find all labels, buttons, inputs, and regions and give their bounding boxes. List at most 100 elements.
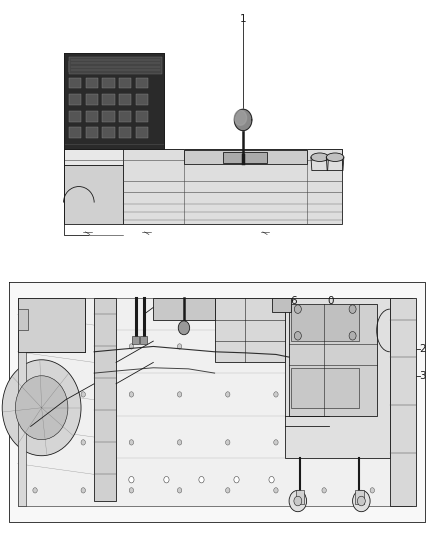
Circle shape	[129, 392, 134, 397]
Circle shape	[370, 344, 374, 349]
Circle shape	[2, 360, 81, 456]
Polygon shape	[291, 304, 359, 341]
Polygon shape	[215, 298, 285, 362]
Polygon shape	[153, 298, 215, 320]
Circle shape	[177, 392, 182, 397]
Polygon shape	[69, 127, 81, 138]
Polygon shape	[119, 78, 131, 88]
Circle shape	[370, 440, 374, 445]
Bar	[140, 336, 147, 344]
Polygon shape	[234, 109, 252, 131]
Polygon shape	[69, 94, 81, 105]
Circle shape	[33, 488, 37, 493]
Circle shape	[15, 376, 68, 440]
Polygon shape	[69, 61, 81, 72]
Polygon shape	[119, 61, 131, 72]
Polygon shape	[18, 298, 26, 506]
Circle shape	[129, 344, 134, 349]
Circle shape	[129, 488, 134, 493]
Ellipse shape	[311, 153, 328, 161]
Ellipse shape	[326, 153, 344, 161]
Circle shape	[234, 477, 239, 483]
Bar	[355, 490, 364, 504]
Circle shape	[81, 392, 85, 397]
Polygon shape	[86, 111, 98, 122]
Polygon shape	[86, 94, 98, 105]
Circle shape	[370, 392, 374, 397]
Bar	[296, 490, 304, 504]
Polygon shape	[18, 298, 85, 352]
Polygon shape	[291, 368, 359, 408]
Polygon shape	[69, 78, 81, 88]
Polygon shape	[136, 61, 148, 72]
Text: 4: 4	[156, 299, 163, 309]
Polygon shape	[94, 298, 116, 501]
Circle shape	[226, 440, 230, 445]
Bar	[272, 298, 291, 312]
Circle shape	[33, 344, 37, 349]
Polygon shape	[119, 111, 131, 122]
Text: 5: 5	[229, 339, 236, 349]
Polygon shape	[9, 282, 425, 522]
Circle shape	[129, 477, 134, 483]
Polygon shape	[64, 53, 164, 149]
Polygon shape	[69, 57, 162, 74]
Polygon shape	[86, 127, 98, 138]
Polygon shape	[102, 78, 115, 88]
Polygon shape	[234, 110, 247, 125]
Text: 6: 6	[290, 296, 297, 306]
Polygon shape	[136, 127, 148, 138]
Circle shape	[177, 440, 182, 445]
Text: 0: 0	[328, 296, 334, 306]
Polygon shape	[289, 304, 377, 416]
Polygon shape	[390, 298, 416, 506]
Polygon shape	[119, 127, 131, 138]
Polygon shape	[64, 165, 123, 224]
Circle shape	[349, 305, 356, 313]
Circle shape	[81, 488, 85, 493]
Circle shape	[177, 344, 182, 349]
Circle shape	[274, 488, 278, 493]
Circle shape	[322, 440, 326, 445]
Polygon shape	[119, 94, 131, 105]
Circle shape	[226, 344, 230, 349]
Polygon shape	[102, 94, 115, 105]
Polygon shape	[184, 150, 307, 164]
Polygon shape	[18, 309, 28, 330]
Circle shape	[353, 490, 370, 512]
Circle shape	[33, 440, 37, 445]
Circle shape	[294, 332, 301, 340]
Polygon shape	[18, 298, 412, 506]
Circle shape	[177, 488, 182, 493]
Circle shape	[81, 440, 85, 445]
Circle shape	[33, 392, 37, 397]
Circle shape	[322, 488, 326, 493]
Polygon shape	[86, 61, 98, 72]
Circle shape	[294, 496, 302, 506]
Circle shape	[289, 490, 307, 512]
Polygon shape	[102, 61, 115, 72]
Circle shape	[226, 488, 230, 493]
Polygon shape	[102, 127, 115, 138]
Circle shape	[294, 305, 301, 313]
Polygon shape	[102, 111, 115, 122]
Polygon shape	[223, 152, 267, 163]
Circle shape	[178, 321, 190, 335]
Text: 3: 3	[419, 371, 426, 381]
Polygon shape	[136, 111, 148, 122]
Circle shape	[274, 344, 278, 349]
Circle shape	[349, 332, 356, 340]
Bar	[132, 336, 139, 344]
Circle shape	[269, 477, 274, 483]
Circle shape	[274, 440, 278, 445]
Circle shape	[129, 440, 134, 445]
Text: 1: 1	[240, 14, 247, 23]
Polygon shape	[136, 94, 148, 105]
Circle shape	[199, 477, 204, 483]
Polygon shape	[285, 298, 390, 458]
Polygon shape	[69, 111, 81, 122]
Circle shape	[322, 392, 326, 397]
Circle shape	[81, 344, 85, 349]
Circle shape	[164, 477, 169, 483]
Text: 2: 2	[419, 344, 426, 354]
